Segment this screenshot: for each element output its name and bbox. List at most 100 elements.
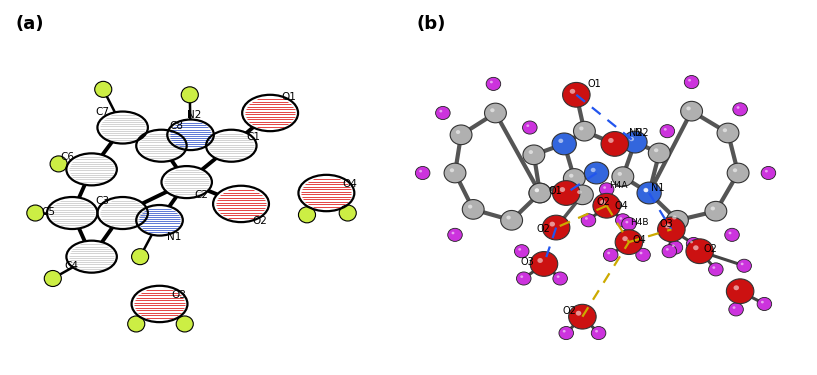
Circle shape [552,133,576,155]
Circle shape [618,172,622,176]
Text: (b): (b) [417,15,446,33]
Circle shape [727,163,749,183]
Circle shape [638,183,660,203]
Text: C2: C2 [194,190,208,200]
Text: H4A: H4A [609,181,628,190]
Ellipse shape [66,153,117,185]
Text: O2: O2 [597,197,610,207]
Text: C4: C4 [65,261,78,271]
Circle shape [486,77,501,90]
Text: O1: O1 [282,92,297,102]
Circle shape [629,137,634,141]
Text: C7: C7 [96,106,109,117]
Circle shape [468,205,472,209]
Ellipse shape [132,286,187,322]
Circle shape [604,248,618,261]
Circle shape [538,258,542,263]
Circle shape [564,169,585,188]
Text: O2: O2 [703,244,717,254]
Circle shape [725,228,739,242]
Text: C8: C8 [169,121,183,131]
Ellipse shape [298,175,355,211]
Circle shape [681,101,703,121]
Text: O1: O1 [587,80,601,89]
Circle shape [607,252,610,254]
Circle shape [660,124,675,138]
Circle shape [686,239,713,264]
Text: N2: N2 [186,110,201,120]
Circle shape [444,163,466,183]
Circle shape [95,81,112,98]
Circle shape [450,125,472,145]
Circle shape [577,190,582,194]
Circle shape [600,200,605,205]
Circle shape [419,170,422,172]
Circle shape [667,210,689,230]
Circle shape [569,304,596,329]
Circle shape [176,316,194,332]
Ellipse shape [213,186,269,222]
Circle shape [574,122,596,141]
Circle shape [501,210,523,230]
Circle shape [435,106,450,120]
Circle shape [623,236,627,241]
Circle shape [490,108,494,112]
Circle shape [644,188,648,192]
Text: N2: N2 [629,129,642,138]
Circle shape [529,183,551,203]
Circle shape [619,217,623,220]
Circle shape [132,249,149,265]
Circle shape [765,170,768,172]
Text: N2: N2 [635,129,649,138]
Circle shape [484,103,507,123]
Circle shape [733,306,735,309]
Text: O3: O3 [520,257,534,267]
Circle shape [550,222,555,226]
Text: (a): (a) [16,15,44,33]
Circle shape [569,174,574,178]
Circle shape [595,330,598,333]
Circle shape [644,188,648,192]
Circle shape [686,237,701,250]
Circle shape [625,221,628,224]
Circle shape [717,123,739,143]
Circle shape [672,216,676,219]
Circle shape [556,275,560,278]
Circle shape [552,181,580,206]
Circle shape [708,263,723,276]
Text: O3: O3 [171,290,186,300]
Circle shape [688,79,691,81]
Text: N1: N1 [651,183,665,193]
Text: C3: C3 [96,196,109,206]
Circle shape [733,168,737,172]
Ellipse shape [206,130,257,162]
Circle shape [298,207,315,223]
Circle shape [690,241,693,243]
Circle shape [665,224,670,228]
Circle shape [339,205,356,221]
Circle shape [623,131,647,153]
Circle shape [601,132,628,156]
Circle shape [726,279,754,304]
Circle shape [518,248,521,251]
Circle shape [534,188,539,192]
Circle shape [654,148,659,152]
Circle shape [615,230,643,255]
Circle shape [622,217,636,231]
Circle shape [608,138,614,143]
Circle shape [729,232,731,234]
Circle shape [668,241,683,254]
Ellipse shape [66,241,117,273]
Circle shape [569,89,575,94]
Circle shape [761,301,764,303]
Circle shape [615,214,630,227]
Circle shape [737,259,752,272]
Ellipse shape [47,197,97,229]
Circle shape [181,87,199,103]
Ellipse shape [242,95,298,131]
Circle shape [553,272,568,285]
Circle shape [559,327,574,340]
Circle shape [761,166,775,180]
Circle shape [705,201,727,221]
Ellipse shape [167,120,214,150]
